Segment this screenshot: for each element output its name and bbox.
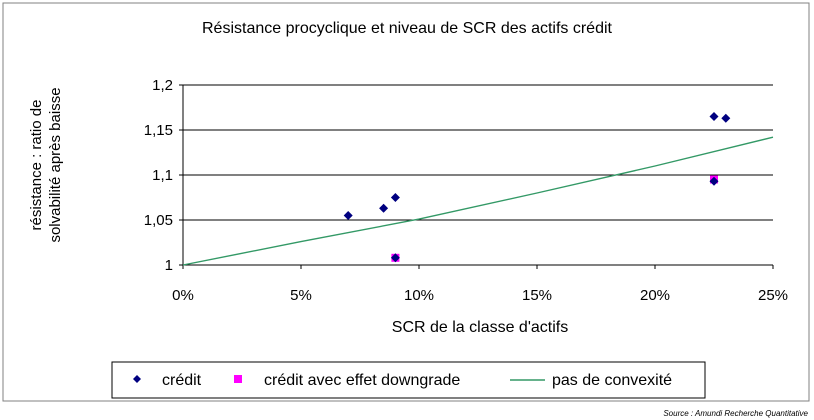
source-note: Source : Amundi Recherche Quantitative [663,409,808,418]
legend-downgrade-label: crédit avec effet downgrade [264,372,460,389]
y-tick-label: 1,1 [152,167,173,184]
legend-credit-marker [133,375,141,383]
gridlines [183,84,773,221]
convexity-line [182,136,774,266]
y-axis-label-line-1: résistance : ratio de [28,100,45,231]
credit-point [709,176,719,186]
y-tick-label: 1,15 [144,122,173,139]
x-tick-labels: 0% 5% 10% 15% 20% 25% [172,287,788,304]
y-axis-label-line-2: solvabilité après baisse [47,87,64,242]
credit-point [379,203,389,213]
x-tick-label: 0% [172,287,194,304]
chart-title: Résistance procyclique et niveau de SCR … [202,20,613,37]
chart-area-frame [2,2,810,402]
credit-point [390,253,400,263]
y-tick-label: 1,2 [152,77,173,94]
x-tick-label: 15% [522,287,552,304]
legend-convexity-label: pas de convexité [552,372,672,389]
legend-downgrade-marker [234,375,242,383]
legend: crédit crédit avec effet downgrade pas d… [111,361,706,399]
series [182,112,774,266]
credit-point [343,211,353,220]
x-tick-label: 20% [640,287,670,304]
y-tick-label: 1 [165,257,173,274]
credit-point [390,193,400,202]
legend-credit-label: crédit [162,372,202,389]
x-tick-label: 5% [290,287,312,304]
credit-point [721,113,731,123]
x-axis-label: SCR de la classe d'actifs [392,319,568,336]
y-tick-label: 1,05 [144,212,173,229]
axes [179,84,774,269]
y-tick-labels: 1 1,05 1,1 1,15 1,2 [144,77,173,274]
x-tick-label: 25% [758,287,788,304]
legend-box [111,361,706,399]
credit-point [709,112,719,121]
y-axis-label: résistance : ratio de solvabilité après … [28,87,64,242]
x-tick-label: 10% [404,287,434,304]
